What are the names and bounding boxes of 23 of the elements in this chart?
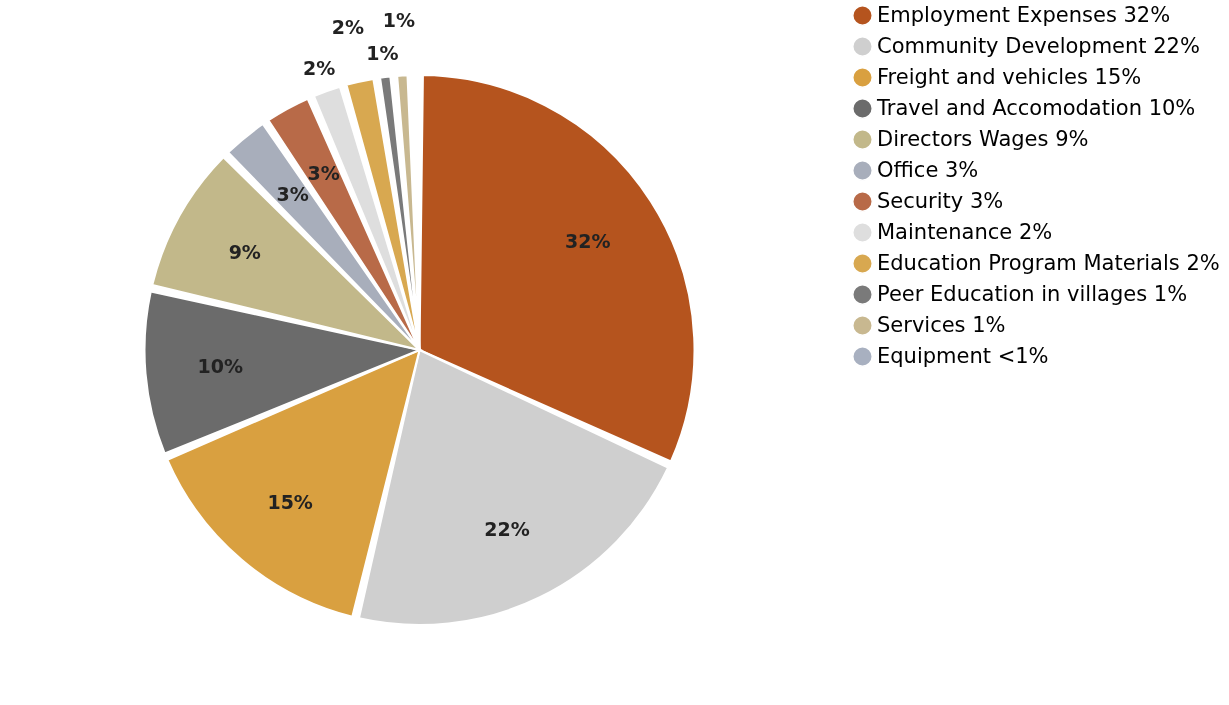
data-label: 3% [276, 183, 309, 206]
legend-label: Maintenance 2% [877, 219, 1053, 244]
legend-label: Freight and vehicles 15% [877, 64, 1142, 89]
legend-label: Travel and Accomodation 10% [876, 95, 1196, 120]
data-label: 9% [228, 240, 261, 263]
data-label: 2% [302, 57, 336, 80]
legend-label: Office 3% [877, 157, 979, 182]
legend-label: Services 1% [877, 312, 1006, 337]
data-label: 15% [267, 490, 313, 513]
legend-label: Directors Wages 9% [877, 126, 1089, 151]
data-label: 32% [565, 229, 611, 252]
data-label: 10% [197, 355, 243, 378]
data-label: 2% [331, 15, 364, 38]
legend-label: Community Development 22% [877, 33, 1200, 58]
legend-label: Security 3% [877, 188, 1004, 213]
data-label: 1% [382, 8, 416, 31]
legend-label: Equipment <1% [877, 343, 1049, 368]
data-label: 1% [366, 42, 399, 65]
legend-label: Employment Expenses 32% [877, 2, 1171, 27]
data-label: 22% [484, 517, 530, 540]
legend-label: Education Program Materials 2% [877, 250, 1220, 275]
data-label: 3% [307, 162, 340, 185]
legend-label: Peer Education in villages 1% [877, 281, 1188, 306]
